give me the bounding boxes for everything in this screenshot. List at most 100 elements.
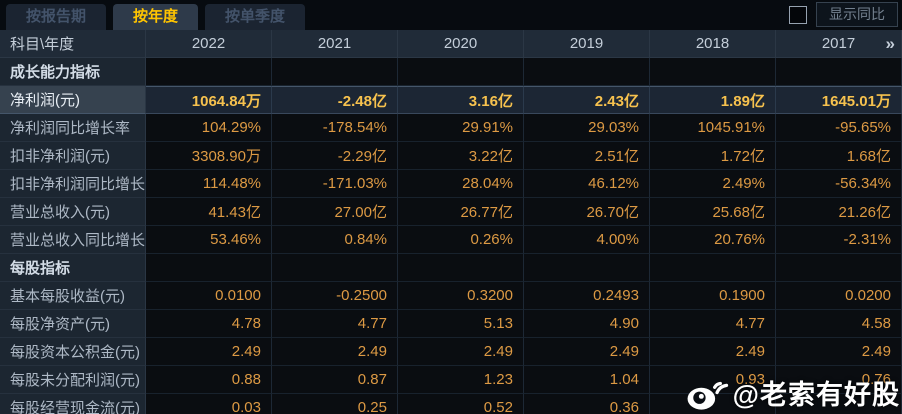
value-cell: -2.31% bbox=[776, 226, 902, 254]
table-row: 基本每股收益(元) 0.0100 -0.2500 0.3200 0.2493 0.1900… bbox=[0, 282, 902, 310]
row-label: 营业总收入(元) bbox=[0, 198, 146, 226]
value-cell: 0.26% bbox=[398, 226, 524, 254]
value-cell: 1645.01万 bbox=[776, 86, 902, 114]
value-cell: 114.48% bbox=[146, 170, 272, 198]
value-cell bbox=[776, 58, 902, 86]
table-row: 营业总收入(元) 41.43亿 27.00亿 26.77亿 26.70亿 25.68亿 21… bbox=[0, 198, 902, 226]
value-cell: 1064.84万 bbox=[146, 86, 272, 114]
value-cell: 0.36 bbox=[524, 394, 650, 414]
value-cell: 104.29% bbox=[146, 114, 272, 142]
value-cell bbox=[524, 58, 650, 86]
year-label: 2019 bbox=[569, 35, 604, 52]
value-cell: 0.93 bbox=[650, 366, 776, 394]
row-label: 每股资本公积金(元) bbox=[0, 338, 146, 366]
show-yoy-checkbox[interactable] bbox=[789, 5, 807, 24]
value-cell bbox=[398, 58, 524, 86]
value-cell: 29.91% bbox=[398, 114, 524, 142]
value-cell: 1.89亿 bbox=[650, 86, 776, 114]
show-yoy-label[interactable]: 显示同比 bbox=[816, 2, 898, 27]
value-cell: 4.90 bbox=[524, 310, 650, 338]
table-header-row: 科目\年度 2022 2021 2020 2019 2018 2017 » bbox=[0, 30, 902, 58]
table-row: 净利润(元) 1064.84万 -2.48亿 3.16亿 2.43亿 1.89亿 1645.… bbox=[0, 86, 902, 114]
column-header-year: 2022 bbox=[146, 30, 272, 58]
value-cell: 41.43亿 bbox=[146, 198, 272, 226]
value-cell: 0.1900 bbox=[650, 282, 776, 310]
row-label: 净利润同比增长率 bbox=[0, 114, 146, 142]
value-cell: 2.49 bbox=[272, 338, 398, 366]
value-cell bbox=[272, 58, 398, 86]
value-cell: 26.70亿 bbox=[524, 198, 650, 226]
value-cell: 1.72亿 bbox=[650, 142, 776, 170]
value-cell bbox=[776, 394, 902, 414]
section-label: 成长能力指标 bbox=[0, 58, 146, 86]
value-cell bbox=[776, 254, 902, 282]
tab-by-year[interactable]: 按年度 bbox=[113, 4, 199, 30]
value-cell bbox=[146, 58, 272, 86]
value-cell: 1.04 bbox=[524, 366, 650, 394]
table-row: 每股经营现金流(元) 0.03 0.25 0.52 0.36 bbox=[0, 394, 902, 414]
row-label: 每股净资产(元) bbox=[0, 310, 146, 338]
value-cell: 4.77 bbox=[650, 310, 776, 338]
value-cell: 0.03 bbox=[146, 394, 272, 414]
row-label: 每股经营现金流(元) bbox=[0, 394, 146, 414]
value-cell bbox=[524, 254, 650, 282]
year-label: 2017 bbox=[821, 35, 856, 52]
value-cell: 2.49 bbox=[146, 338, 272, 366]
column-header-year: 2020 bbox=[398, 30, 524, 58]
year-label: 2018 bbox=[695, 35, 730, 52]
value-cell: -2.48亿 bbox=[272, 86, 398, 114]
value-cell: 3.22亿 bbox=[398, 142, 524, 170]
value-cell: 5.13 bbox=[398, 310, 524, 338]
value-cell: 0.25 bbox=[272, 394, 398, 414]
value-cell: 53.46% bbox=[146, 226, 272, 254]
value-cell: 4.77 bbox=[272, 310, 398, 338]
value-cell: 0.84% bbox=[272, 226, 398, 254]
value-cell: 25.68亿 bbox=[650, 198, 776, 226]
row-label: 扣非净利润同比增长率 bbox=[0, 170, 146, 198]
tab-by-single-quarter[interactable]: 按单季度 bbox=[205, 4, 306, 30]
year-label: 2021 bbox=[317, 35, 352, 52]
value-cell: 28.04% bbox=[398, 170, 524, 198]
value-cell: 2.49% bbox=[650, 170, 776, 198]
value-cell: -171.03% bbox=[272, 170, 398, 198]
value-cell bbox=[650, 58, 776, 86]
value-cell: 20.76% bbox=[650, 226, 776, 254]
section-row: 成长能力指标 bbox=[0, 58, 902, 86]
column-header-year: 2017 » bbox=[776, 30, 902, 58]
year-label: 2020 bbox=[443, 35, 478, 52]
value-cell bbox=[398, 254, 524, 282]
value-cell: -95.65% bbox=[776, 114, 902, 142]
row-label: 净利润(元) bbox=[0, 86, 146, 114]
show-yoy-control: 显示同比 bbox=[789, 2, 902, 27]
value-cell: 4.78 bbox=[146, 310, 272, 338]
period-tabbar: 按报告期 按年度 按单季度 显示同比 bbox=[0, 0, 902, 30]
value-cell: 4.58 bbox=[776, 310, 902, 338]
more-years-icon[interactable]: » bbox=[885, 33, 896, 53]
table-row: 每股净资产(元) 4.78 4.77 5.13 4.90 4.77 4.58 bbox=[0, 310, 902, 338]
corner-header: 科目\年度 bbox=[0, 30, 146, 58]
value-cell bbox=[650, 394, 776, 414]
value-cell: 46.12% bbox=[524, 170, 650, 198]
value-cell bbox=[650, 254, 776, 282]
value-cell: 3308.90万 bbox=[146, 142, 272, 170]
value-cell: 0.52 bbox=[398, 394, 524, 414]
value-cell bbox=[272, 254, 398, 282]
value-cell: 0.0200 bbox=[776, 282, 902, 310]
row-label: 营业总收入同比增长率 bbox=[0, 226, 146, 254]
value-cell: 0.3200 bbox=[398, 282, 524, 310]
table-row: 营业总收入同比增长率 53.46% 0.84% 0.26% 4.00% 20.76% -2.… bbox=[0, 226, 902, 254]
value-cell: 4.00% bbox=[524, 226, 650, 254]
value-cell: 3.16亿 bbox=[398, 86, 524, 114]
value-cell: 2.49 bbox=[650, 338, 776, 366]
tab-by-report-period[interactable]: 按报告期 bbox=[6, 4, 107, 30]
row-label: 扣非净利润(元) bbox=[0, 142, 146, 170]
column-header-year: 2021 bbox=[272, 30, 398, 58]
section-row: 每股指标 bbox=[0, 254, 902, 282]
column-header-year: 2019 bbox=[524, 30, 650, 58]
value-cell: -56.34% bbox=[776, 170, 902, 198]
column-header-year: 2018 bbox=[650, 30, 776, 58]
table-row: 每股未分配利润(元) 0.88 0.87 1.23 1.04 0.93 0.76 bbox=[0, 366, 902, 394]
row-label: 每股未分配利润(元) bbox=[0, 366, 146, 394]
value-cell: 0.76 bbox=[776, 366, 902, 394]
value-cell: 2.49 bbox=[776, 338, 902, 366]
